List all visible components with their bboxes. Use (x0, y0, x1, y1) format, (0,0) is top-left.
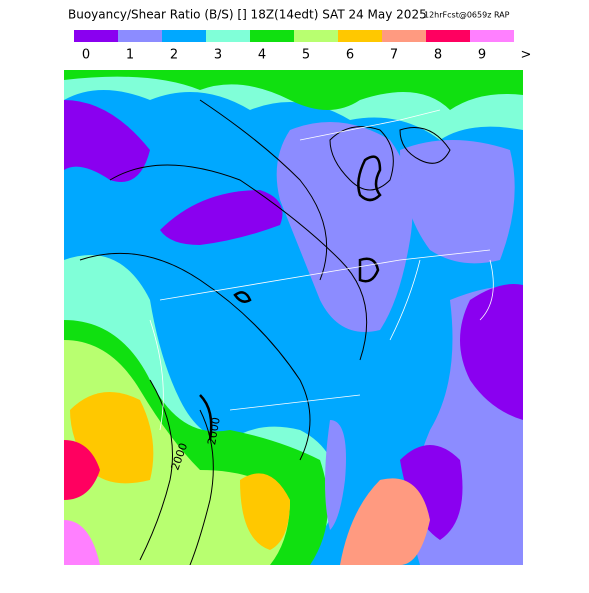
legend-label: 6 (346, 48, 354, 63)
legend-swatch (338, 30, 382, 42)
legend-label: 8 (434, 48, 442, 63)
legend-swatch (162, 30, 206, 42)
legend-swatch (250, 30, 294, 42)
legend-label: 0 (82, 48, 90, 63)
legend-swatch (74, 30, 118, 42)
contour-label: 2000 (205, 416, 223, 446)
legend-label: > (521, 48, 532, 63)
forecast: 12hrFcst@0659z RAP (424, 11, 510, 20)
legend-label: 5 (302, 48, 310, 63)
legend: 0 1 2 3 4 5 6 7 8 9 > (74, 30, 531, 63)
legend-label: 2 (170, 48, 178, 63)
title: Buoyancy/Shear Ratio (B/S) [] 18Z(14edt)… (68, 8, 427, 22)
legend-label: 9 (478, 48, 486, 63)
legend-swatch (470, 30, 514, 42)
legend-swatch (206, 30, 250, 42)
legend-label: 1 (126, 48, 134, 63)
map: 2000 2000 (64, 70, 523, 565)
legend-label: 4 (258, 48, 266, 63)
legend-swatch (294, 30, 338, 42)
legend-swatch (426, 30, 470, 42)
legend-swatch (382, 30, 426, 42)
legend-swatch (118, 30, 162, 42)
legend-label: 7 (390, 48, 398, 63)
legend-label: 3 (214, 48, 222, 63)
